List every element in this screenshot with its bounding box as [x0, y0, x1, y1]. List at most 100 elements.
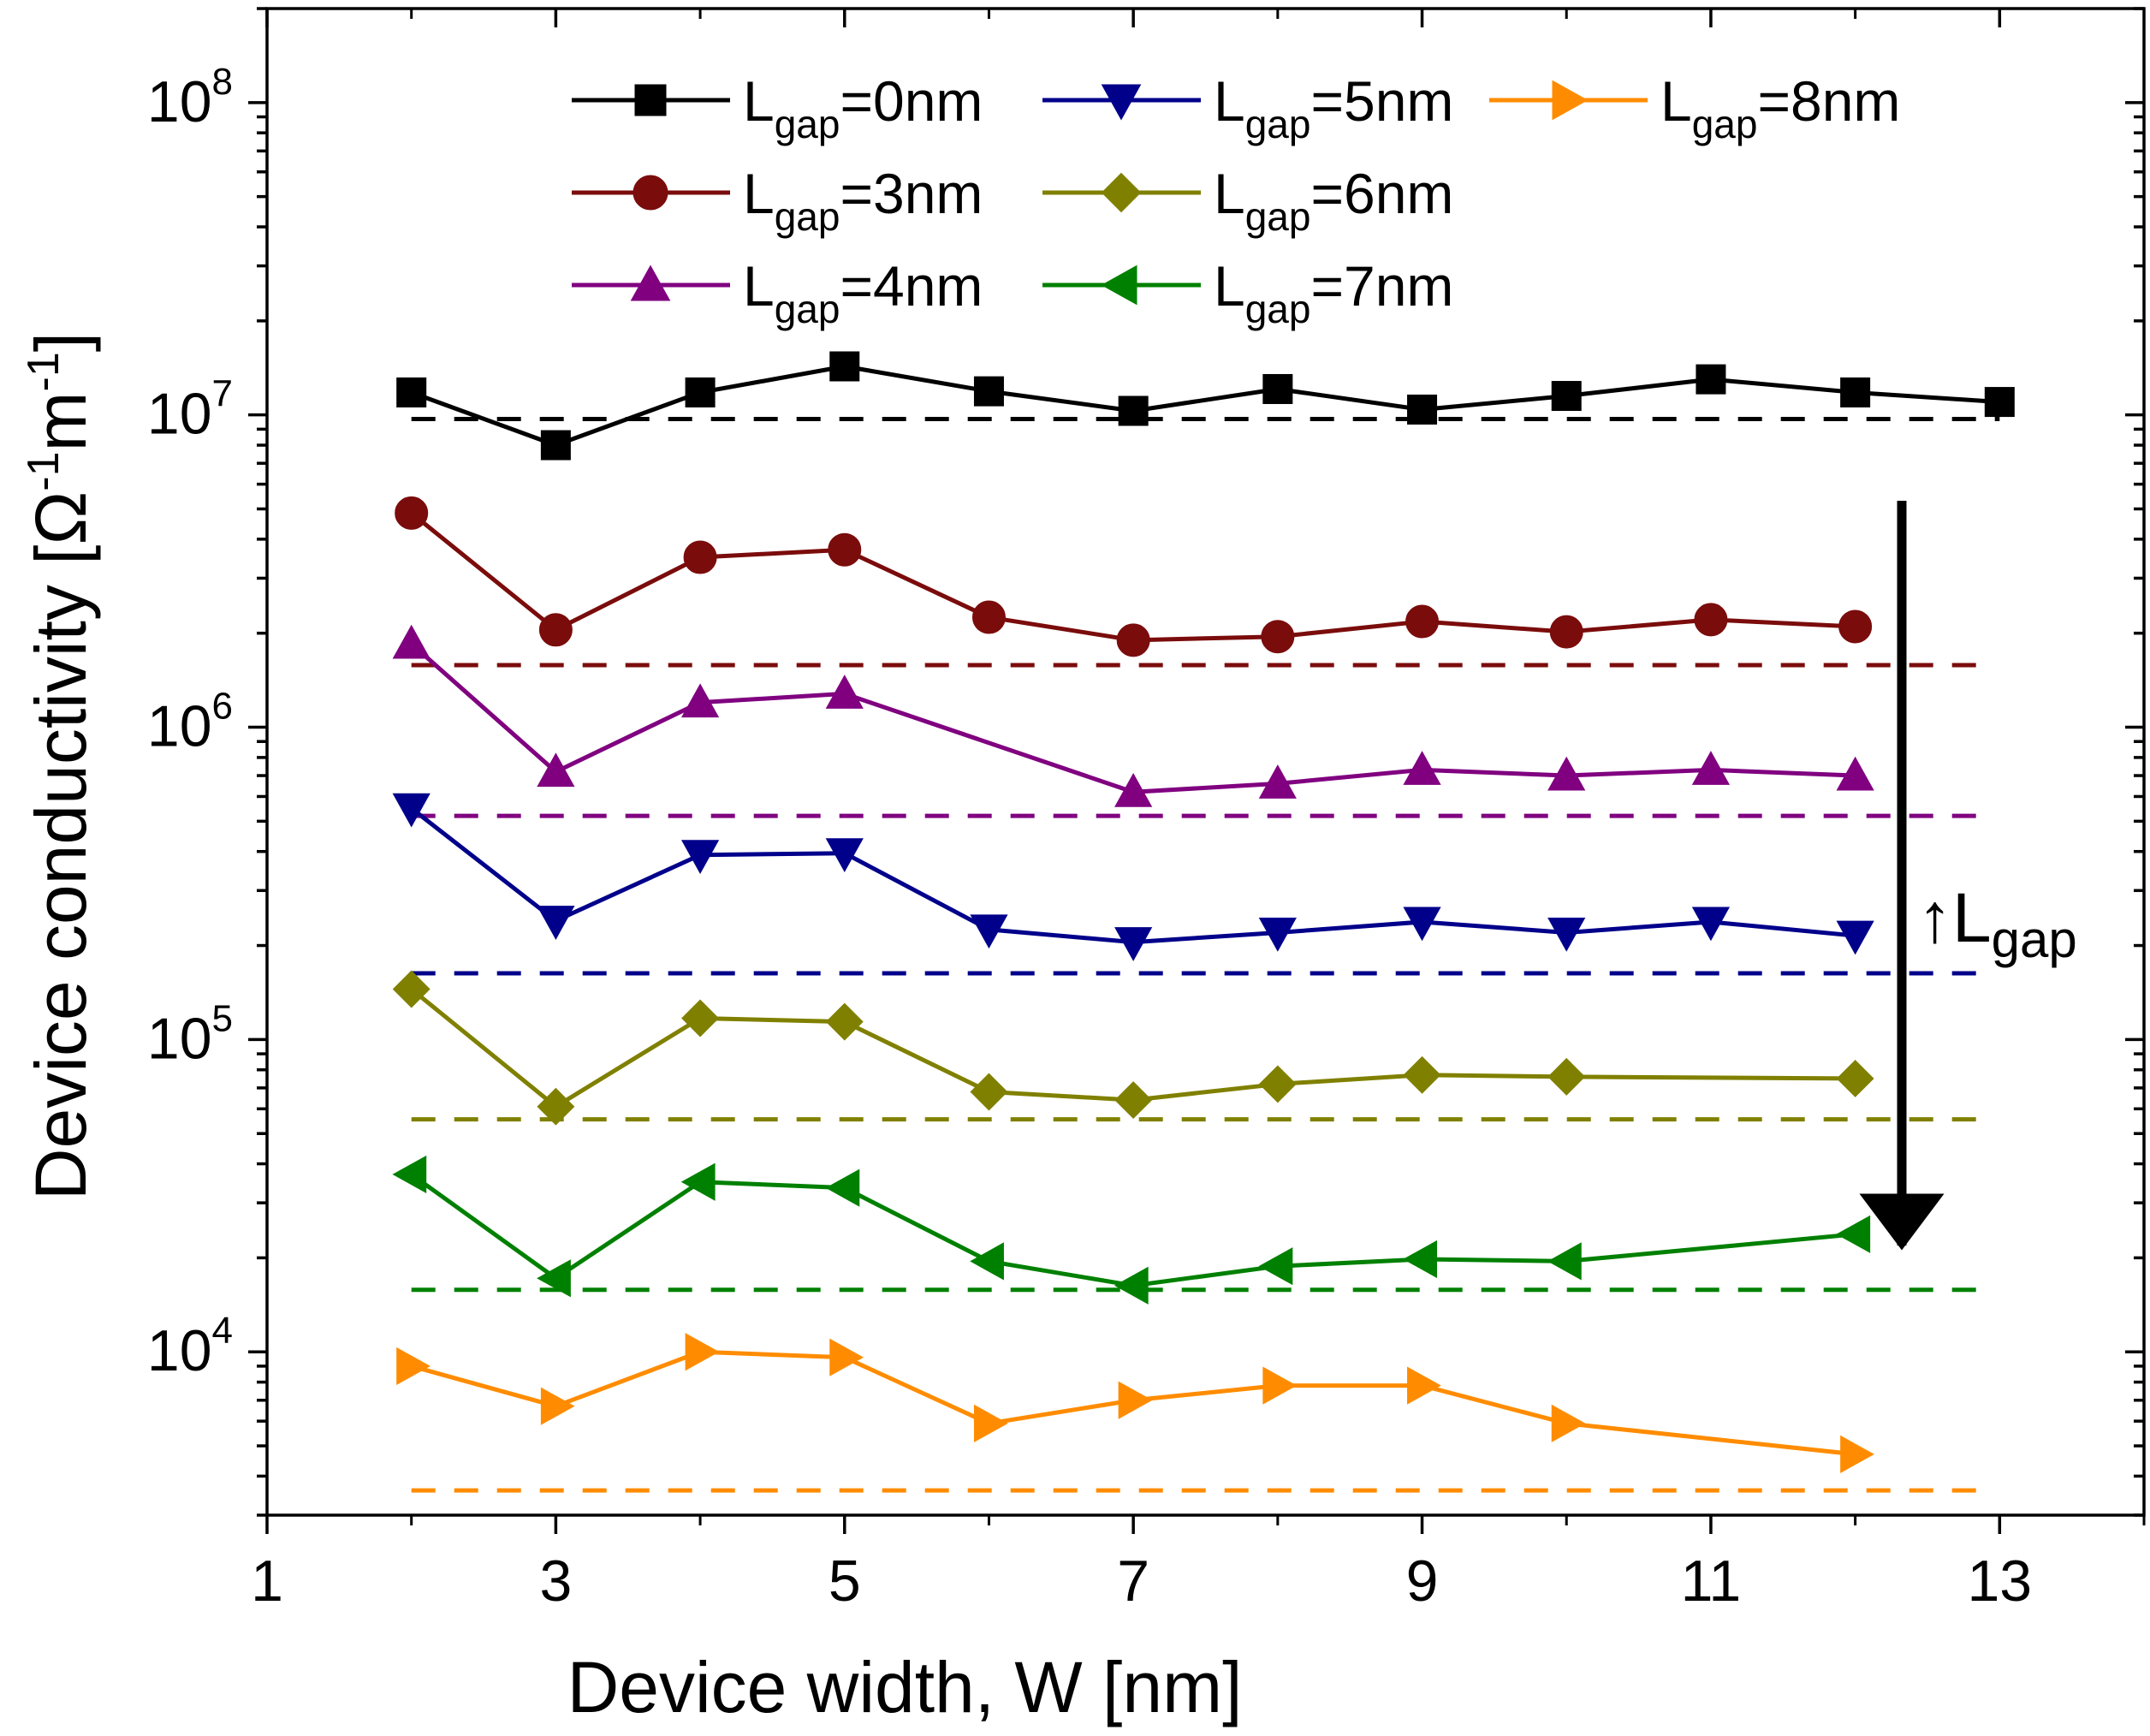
series-line-2	[410, 642, 1856, 794]
data-point	[395, 496, 429, 530]
data-point	[825, 1002, 864, 1041]
legend-marker	[1101, 84, 1142, 121]
data-point	[1407, 394, 1438, 425]
series-line-4	[410, 987, 1856, 1109]
data-point	[683, 540, 717, 574]
data-point	[1403, 1240, 1438, 1279]
legend-label: Lgap=8nm	[1660, 69, 1900, 146]
data-point	[1258, 1065, 1297, 1103]
data-point	[685, 1333, 720, 1371]
data-point	[1551, 381, 1582, 412]
legend-label: Lgap=3nm	[743, 162, 983, 239]
data-point	[680, 1162, 716, 1201]
data-point	[1691, 907, 1731, 942]
data-point	[970, 1073, 1008, 1111]
x-tick-label: 1	[251, 1549, 283, 1614]
data-point	[537, 1259, 571, 1298]
data-point	[537, 1087, 575, 1126]
reference-lines	[411, 417, 2000, 1493]
data-point	[392, 624, 431, 659]
series-line-0	[410, 364, 2000, 448]
series-line-5	[410, 1172, 1856, 1288]
data-point	[540, 1387, 575, 1425]
legend-item: Lgap=0nm	[572, 69, 983, 146]
series-line-6	[411, 1349, 1856, 1457]
y-axis-ticks: 104 105 106 107 108	[147, 7, 2144, 1517]
data-point	[1694, 603, 1728, 637]
data-point	[396, 377, 427, 407]
data-point	[1403, 1055, 1441, 1094]
data-point	[1836, 920, 1874, 955]
legend-item: Lgap=3nm	[572, 162, 983, 239]
y-tick-label: 104	[147, 1310, 233, 1383]
y-axis-label-exp1: -1	[19, 451, 68, 490]
plot-frame	[265, 7, 2146, 1517]
x-tick-label: 13	[1967, 1549, 2032, 1614]
data-point	[825, 838, 864, 872]
data-point	[1114, 1081, 1153, 1120]
data-point	[829, 1338, 864, 1376]
data-point	[537, 906, 575, 940]
data-point	[680, 840, 720, 875]
data-point	[1836, 1215, 1871, 1253]
legend-marker	[630, 265, 671, 301]
data-point	[1549, 615, 1583, 649]
data-point	[681, 999, 720, 1037]
data-point	[392, 1155, 427, 1194]
lgap-trend-annotation: ↑Lgap	[1859, 501, 2077, 1251]
data-point	[1984, 387, 2015, 418]
data-point	[973, 376, 1004, 407]
data-point	[1262, 1366, 1298, 1405]
series-markers	[392, 351, 2015, 1473]
data-point	[1258, 917, 1297, 952]
legend-label: Lgap=4nm	[743, 254, 983, 331]
data-point	[1840, 377, 1871, 407]
data-point	[1114, 1266, 1149, 1305]
data-point	[970, 1242, 1004, 1281]
y-tick-label: 106	[147, 686, 233, 759]
data-point	[1116, 623, 1150, 657]
legend-item: Lgap=4nm	[572, 254, 983, 331]
legend-label: Lgap=7nm	[1214, 254, 1453, 331]
data-point	[1838, 609, 1873, 644]
data-point	[1547, 1057, 1586, 1096]
x-tick-label: 7	[1117, 1549, 1149, 1614]
y-axis-label-close: ]	[21, 332, 101, 352]
data-point	[1547, 1242, 1582, 1281]
data-point	[829, 351, 860, 382]
data-point	[825, 1168, 860, 1207]
x-tick-label: 5	[829, 1549, 861, 1614]
data-point	[1403, 751, 1441, 785]
x-axis-ticks: 1 3 5 7 9 11 13	[251, 9, 2146, 1614]
series-line-1	[410, 511, 1856, 643]
legend-marker	[633, 175, 668, 211]
y-axis-label-m: m	[21, 391, 101, 451]
data-point	[1547, 917, 1586, 952]
legend-marker	[1101, 265, 1137, 306]
data-point	[1696, 364, 1726, 395]
data-point	[1403, 907, 1441, 942]
data-point	[973, 1404, 1008, 1442]
legend-label: Lgap=5nm	[1214, 69, 1453, 146]
data-point	[1118, 1381, 1153, 1419]
legend-item: Lgap=5nm	[1042, 69, 1453, 146]
trend-label: ↑Lgap	[1917, 879, 2077, 968]
x-tick-label: 9	[1406, 1549, 1439, 1614]
legend-item: Lgap=8nm	[1489, 69, 1900, 146]
data-point	[971, 600, 1006, 634]
legend-label: Lgap=6nm	[1214, 162, 1453, 239]
trend-label-arrow: ↑	[1917, 879, 1952, 957]
data-point	[1840, 1435, 1874, 1473]
legend-marker	[1101, 172, 1142, 213]
data-point	[392, 793, 431, 828]
series-line-3	[410, 806, 1856, 945]
data-point	[537, 752, 575, 788]
data-point	[1547, 756, 1586, 791]
x-tick-label: 3	[539, 1549, 572, 1614]
data-point	[825, 675, 864, 709]
y-axis-label-exp2: -1	[19, 352, 68, 391]
y-tick-label: 105	[147, 997, 233, 1071]
data-point	[1261, 620, 1295, 654]
data-point	[685, 377, 716, 407]
